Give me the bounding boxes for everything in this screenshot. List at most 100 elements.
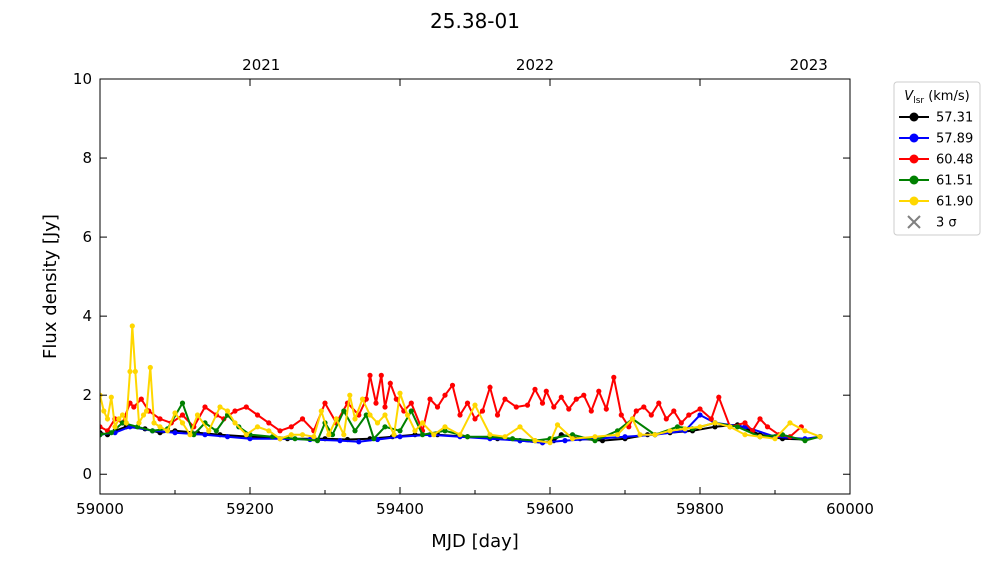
data-point	[566, 406, 572, 412]
data-point	[479, 408, 486, 414]
data-point	[314, 438, 321, 444]
series-61.90	[100, 323, 823, 446]
data-point	[191, 432, 197, 438]
legend-marker	[909, 175, 919, 185]
y-tick-label: 6	[82, 228, 92, 246]
data-point	[224, 408, 231, 414]
data-point	[100, 432, 103, 438]
data-point	[558, 394, 564, 400]
data-point	[457, 432, 463, 438]
data-point	[551, 404, 557, 410]
legend-label: 61.51	[936, 174, 973, 189]
axes-layer: 59000 59200 59400 59600 59800 60000 0 2 4 6 8 10 202…	[73, 56, 874, 518]
legend-marker	[909, 196, 919, 206]
data-point	[603, 406, 609, 412]
data-point	[288, 424, 294, 430]
data-point	[341, 432, 347, 438]
top-axis-year-label: 2021	[242, 56, 280, 74]
data-point	[757, 416, 763, 422]
data-point	[599, 438, 606, 444]
data-point	[100, 424, 103, 430]
data-point	[697, 424, 703, 430]
legend-sigma-marker	[907, 215, 921, 229]
data-point	[663, 416, 669, 422]
data-point	[652, 432, 658, 438]
data-point	[108, 394, 114, 400]
data-point	[151, 420, 157, 426]
data-point	[633, 408, 639, 414]
data-point	[363, 412, 369, 418]
data-point	[427, 396, 433, 402]
data-point	[596, 388, 602, 394]
data-point	[382, 412, 388, 418]
data-point	[817, 434, 823, 440]
data-point	[419, 432, 426, 438]
data-point	[132, 368, 138, 375]
data-point	[292, 436, 298, 442]
data-point	[787, 420, 793, 426]
data-point	[337, 438, 343, 444]
data-point	[656, 400, 662, 406]
data-point	[641, 404, 647, 410]
y-tick-label: 10	[73, 70, 92, 88]
data-point	[179, 412, 186, 418]
data-point	[213, 428, 219, 434]
data-point	[288, 432, 294, 438]
data-point	[104, 416, 111, 422]
data-point	[224, 434, 231, 440]
data-point	[143, 408, 150, 414]
series-line	[100, 413, 821, 444]
data-point	[397, 434, 403, 440]
legend-label: 61.90	[936, 195, 973, 210]
data-point	[318, 408, 324, 414]
data-point	[764, 424, 771, 430]
data-point	[697, 412, 703, 418]
x-tick-label: 59600	[526, 500, 574, 518]
data-point	[326, 432, 332, 438]
data-point	[127, 368, 133, 375]
series-layer	[100, 323, 823, 446]
data-point	[472, 416, 478, 422]
data-point	[532, 438, 538, 444]
data-point	[254, 412, 261, 418]
data-point	[266, 420, 272, 426]
data-point	[352, 428, 358, 434]
data-point	[618, 412, 624, 418]
data-point	[393, 396, 399, 402]
data-point	[373, 400, 379, 406]
data-point	[112, 424, 118, 430]
data-point	[457, 412, 463, 418]
data-point	[179, 420, 186, 426]
data-point	[678, 420, 684, 426]
x-axis-label: MJD [day]	[431, 531, 519, 552]
data-point	[674, 424, 681, 430]
data-point	[131, 404, 137, 410]
data-point	[708, 416, 714, 422]
data-point	[129, 323, 135, 329]
data-point	[524, 402, 531, 408]
data-point	[164, 428, 171, 434]
y-axis-label: Flux density [Jy]	[40, 214, 61, 359]
data-point	[502, 396, 508, 402]
legend-sigma-label: 3 σ	[936, 216, 957, 231]
data-point	[614, 432, 621, 438]
data-point	[232, 420, 238, 426]
legend-label: 57.31	[936, 111, 973, 126]
data-point	[367, 412, 373, 418]
data-point	[140, 412, 147, 418]
legend: Vlsr (km/s) 57.31 57.89 60.48 61.51 61.90 3 σ	[893, 81, 981, 236]
data-point	[442, 428, 448, 434]
data-point	[513, 404, 519, 410]
data-point	[397, 390, 403, 396]
data-point	[742, 432, 748, 438]
data-point	[802, 438, 808, 444]
y-tick-label: 2	[82, 386, 92, 404]
data-point	[299, 416, 306, 422]
x-tick-label: 60000	[826, 500, 874, 518]
data-point	[734, 424, 741, 430]
legend-label: 57.89	[936, 132, 973, 147]
y-tick-label: 4	[82, 307, 92, 325]
data-point	[187, 432, 193, 438]
legend-label: 60.48	[936, 153, 973, 168]
data-point	[667, 428, 673, 434]
